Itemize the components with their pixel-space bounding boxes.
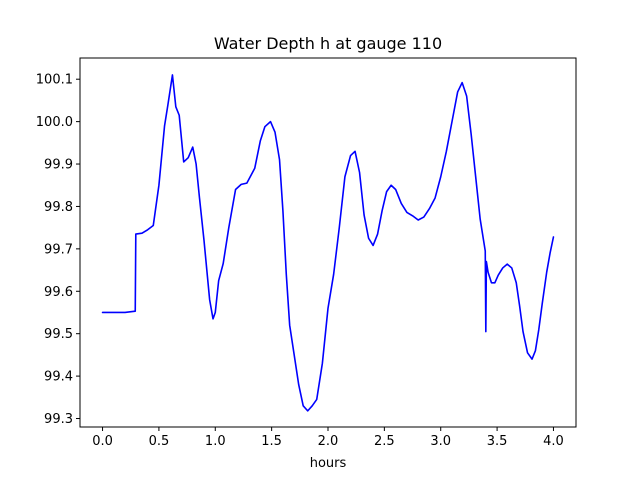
series-layer: [101, 74, 555, 412]
y-tick-label: 99.7: [44, 242, 73, 257]
y-tick-label: 100.0: [36, 115, 73, 130]
y-axis: 99.3 99.4 99.5 99.6 99.7 99.8 99.9 100.0 100.1: [36, 73, 80, 427]
x-tick-label: 0.5: [149, 434, 170, 449]
y-tick-label: 99.8: [44, 200, 73, 215]
y-tick-label: 99.9: [44, 158, 73, 173]
x-tick-label: 3.0: [430, 434, 451, 449]
x-tick-label: 3.5: [487, 434, 508, 449]
chart-title: Water Depth h at gauge 110: [214, 34, 442, 53]
x-tick-label: 1.5: [261, 434, 282, 449]
x-tick-label: 2.5: [374, 434, 395, 449]
y-tick-label: 99.6: [44, 285, 73, 300]
y-tick-label: 100.1: [36, 73, 73, 88]
y-tick-label: 99.5: [44, 327, 73, 342]
x-tick-label: 1.0: [205, 434, 226, 449]
x-tick-label: 2.0: [318, 434, 339, 449]
series-line: [101, 74, 555, 412]
x-tick-label: 0.0: [92, 434, 113, 449]
y-tick-label: 99.3: [44, 412, 73, 427]
y-tick-label: 99.4: [44, 370, 73, 385]
x-tick-label: 4.0: [543, 434, 564, 449]
x-axis-title: hours: [310, 456, 347, 471]
x-axis: 0.0 0.5 1.0 1.5 2.0 2.5 3.0 3.5 4.0: [92, 427, 564, 449]
